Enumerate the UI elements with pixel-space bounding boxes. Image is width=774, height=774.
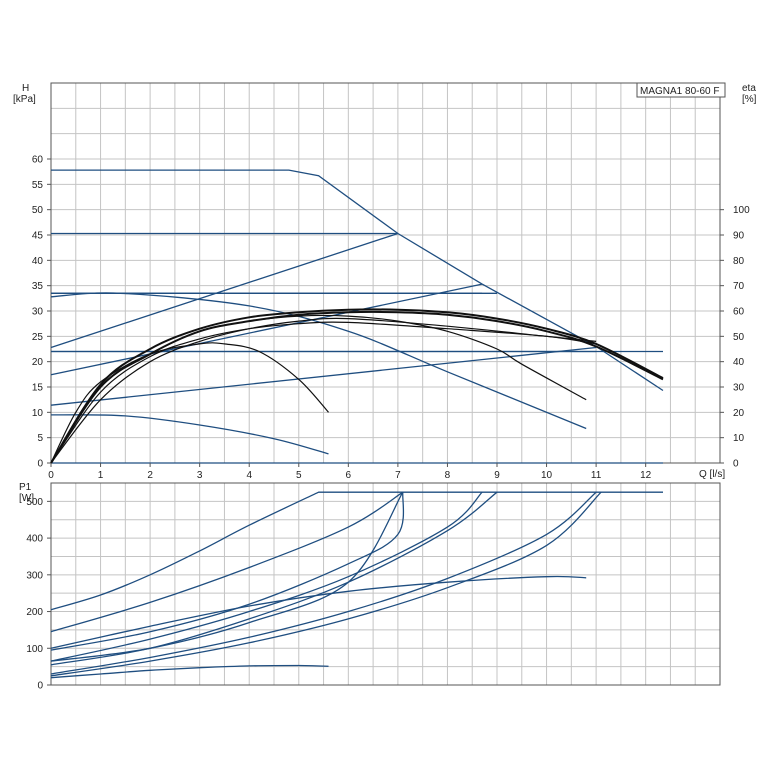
flow-tick-label: 10 bbox=[541, 470, 553, 481]
power-tick-label: 200 bbox=[26, 607, 43, 618]
head-tick-label: 15 bbox=[32, 383, 44, 394]
eta-tick-label: 90 bbox=[733, 231, 745, 242]
head-tick-label: 20 bbox=[32, 357, 44, 368]
head-tick-label: 10 bbox=[32, 408, 44, 419]
power-plot-frame bbox=[50, 482, 721, 686]
power-curve bbox=[50, 492, 405, 651]
power-axis-label: P1 bbox=[19, 482, 32, 493]
head-plot-frame bbox=[50, 82, 721, 464]
eta-tick-label: 50 bbox=[733, 332, 745, 343]
eta-tick-label: 30 bbox=[733, 383, 745, 394]
eta-tick-label: 80 bbox=[733, 256, 745, 267]
power-curve bbox=[50, 491, 663, 611]
flow-tick-label: 9 bbox=[494, 470, 500, 481]
flow-tick-label: 4 bbox=[246, 470, 252, 481]
head-chart-series bbox=[50, 169, 664, 464]
head-curve bbox=[50, 346, 597, 406]
power-curve bbox=[50, 491, 404, 633]
power-curve bbox=[50, 575, 587, 649]
power-tick-label: 100 bbox=[26, 644, 43, 655]
head-axis-label: H bbox=[22, 83, 29, 94]
flow-tick-label: 2 bbox=[147, 470, 153, 481]
flow-tick-label: 1 bbox=[98, 470, 104, 481]
flow-tick-label: 3 bbox=[197, 470, 203, 481]
legend-label: MAGNA1 80-60 F bbox=[640, 86, 719, 97]
power-chart-ticks: 0 100 200 300 400 500 bbox=[26, 497, 51, 692]
legend-box bbox=[636, 82, 726, 98]
power-tick-label: 0 bbox=[37, 681, 43, 692]
efficiency-curve bbox=[50, 342, 329, 464]
head-tick-label: 40 bbox=[32, 256, 44, 267]
flow-tick-label: 7 bbox=[395, 470, 401, 481]
head-chart-frame bbox=[50, 82, 721, 464]
head-tick-label: 30 bbox=[32, 307, 44, 318]
head-tick-label: 0 bbox=[37, 459, 43, 470]
power-curve bbox=[50, 491, 404, 662]
flow-axis-label: Q [l/s] bbox=[699, 469, 725, 480]
power-curve bbox=[50, 491, 483, 662]
power-chart-grid bbox=[51, 483, 720, 685]
flow-tick-label: 12 bbox=[640, 470, 652, 481]
eta-tick-label: 100 bbox=[733, 205, 750, 216]
eta-tick-label: 60 bbox=[733, 307, 745, 318]
head-tick-label: 25 bbox=[32, 332, 44, 343]
power-tick-label: 300 bbox=[26, 570, 43, 581]
eta-axis-unit: [%] bbox=[742, 94, 757, 105]
head-axis-unit: [kPa] bbox=[13, 94, 36, 105]
power-chart-series bbox=[50, 491, 663, 679]
flow-tick-label: 6 bbox=[346, 470, 352, 481]
efficiency-curve bbox=[50, 321, 597, 464]
head-tick-label: 50 bbox=[32, 205, 44, 216]
head-chart-grid bbox=[51, 83, 720, 463]
eta-tick-label: 10 bbox=[733, 433, 745, 444]
power-tick-label: 400 bbox=[26, 534, 43, 545]
efficiency-curve bbox=[50, 317, 597, 464]
flow-tick-label: 0 bbox=[48, 470, 54, 481]
efficiency-curve bbox=[50, 310, 664, 464]
eta-tick-label: 20 bbox=[733, 408, 745, 419]
head-curve bbox=[50, 414, 329, 455]
flow-tick-label: 5 bbox=[296, 470, 302, 481]
head-tick-label: 60 bbox=[32, 155, 44, 166]
eta-tick-label: 0 bbox=[733, 459, 739, 470]
flow-tick-label: 8 bbox=[445, 470, 451, 481]
head-chart-ticks: 0510152025303540455055600102030405060708… bbox=[32, 155, 750, 482]
eta-tick-label: 70 bbox=[733, 281, 745, 292]
head-tick-label: 55 bbox=[32, 180, 44, 191]
head-curve bbox=[50, 283, 483, 376]
efficiency-curve bbox=[50, 314, 587, 464]
power-tick-label: 500 bbox=[26, 497, 43, 508]
head-tick-label: 35 bbox=[32, 281, 44, 292]
power-chart-frame bbox=[50, 482, 721, 686]
power-curve bbox=[50, 664, 329, 679]
head-curve bbox=[50, 232, 399, 349]
power-curve bbox=[50, 491, 498, 666]
eta-axis-label: eta bbox=[742, 83, 756, 94]
power-curve bbox=[50, 491, 597, 675]
flow-tick-label: 11 bbox=[591, 470, 602, 481]
head-tick-label: 5 bbox=[37, 433, 43, 444]
head-curve bbox=[50, 292, 587, 430]
eta-tick-label: 40 bbox=[733, 357, 745, 368]
efficiency-curve bbox=[50, 308, 664, 464]
head-tick-label: 45 bbox=[32, 231, 44, 242]
power-axis-unit: [W] bbox=[19, 493, 34, 504]
power-curve bbox=[50, 491, 602, 677]
